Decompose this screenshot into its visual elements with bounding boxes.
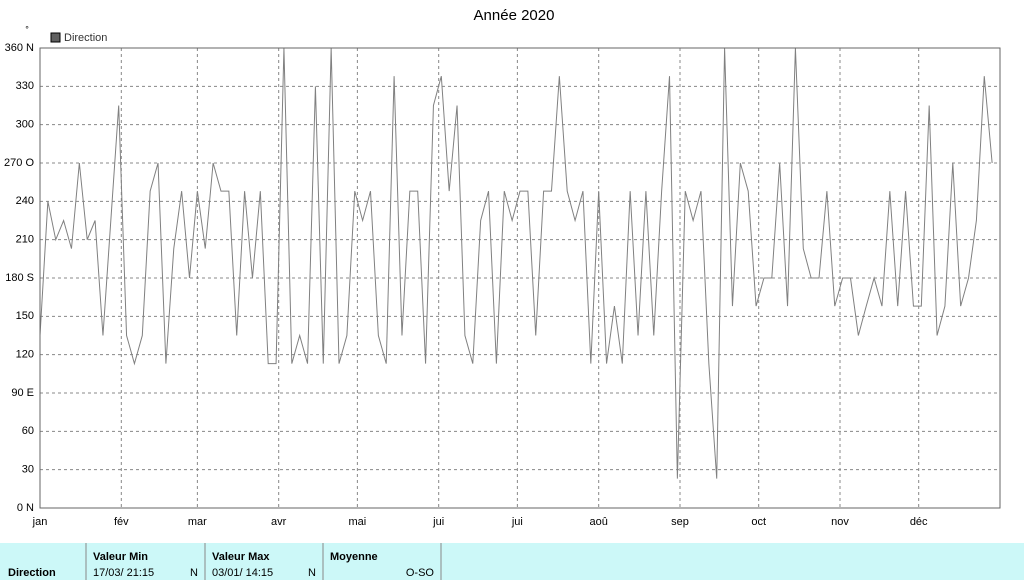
x-tick-label: fév <box>114 516 129 528</box>
y-unit: ° <box>25 24 29 34</box>
x-tick-label: oct <box>751 516 766 528</box>
mean-dir: O-SO <box>406 567 435 579</box>
x-tick-label: avr <box>271 516 287 528</box>
min-header: Valeur Min <box>93 551 148 563</box>
x-tick-label: nov <box>831 516 849 528</box>
data-line <box>39 47 993 479</box>
x-tick-label: jui <box>432 516 444 528</box>
plot-frame <box>39 47 1001 509</box>
y-tick-label: 270 O <box>4 157 34 169</box>
x-tick-label: déc <box>910 516 928 528</box>
summary-band <box>0 543 1024 580</box>
x-tick-label: jui <box>511 516 523 528</box>
y-tick-label: 30 <box>22 464 34 476</box>
x-tick-label: mar <box>188 516 207 528</box>
x-tick-label: sep <box>671 516 689 528</box>
y-tick-label: 210 <box>16 234 34 246</box>
row-label: Direction <box>8 567 56 579</box>
legend-swatch <box>50 32 61 43</box>
y-tick-label: 90 E <box>11 387 34 399</box>
max-header: Valeur Max <box>212 551 270 563</box>
legend-label: Direction <box>64 32 107 44</box>
x-tick-label: mai <box>349 516 367 528</box>
y-tick-label: 330 <box>16 80 34 92</box>
y-tick-label: 180 S <box>5 272 34 284</box>
y-tick-label: 120 <box>16 349 34 361</box>
y-tick-label: 60 <box>22 425 34 437</box>
y-tick-label: 240 <box>16 195 34 207</box>
y-tick-label: 150 <box>16 310 34 322</box>
max-date: 03/01/ 14:15 <box>212 567 273 579</box>
max-dir: N <box>308 567 316 579</box>
min-dir: N <box>190 567 198 579</box>
mean-header: Moyenne <box>330 551 378 563</box>
chart-title: Année 2020 <box>474 7 555 24</box>
y-tick-label: 360 N <box>5 42 34 54</box>
x-tick-label: jan <box>32 516 48 528</box>
min-date: 17/03/ 21:15 <box>93 567 154 579</box>
y-tick-label: 0 N <box>17 502 34 514</box>
y-tick-label: 300 <box>16 119 34 131</box>
x-tick-label: aoû <box>590 516 608 528</box>
